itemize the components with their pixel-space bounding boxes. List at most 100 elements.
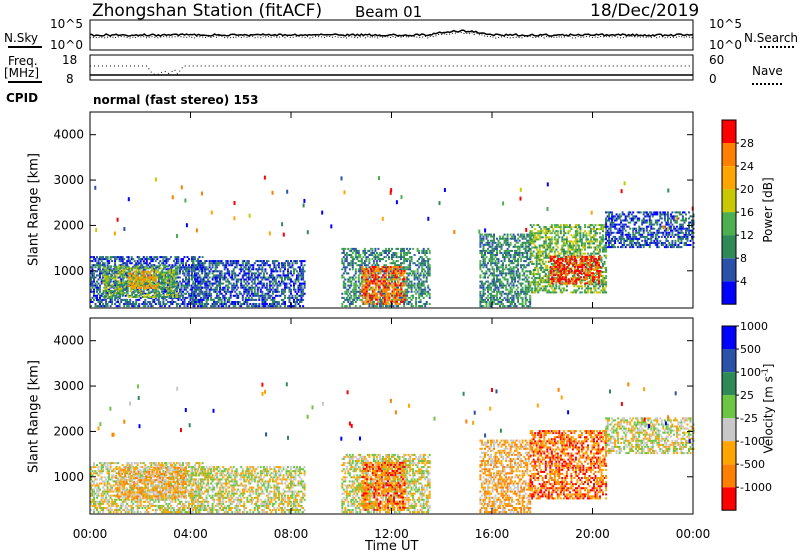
power-cell (426, 301, 428, 303)
power-cell (293, 299, 295, 301)
power-cell (289, 287, 291, 289)
power-cell (409, 272, 411, 274)
power-cell (181, 268, 183, 270)
power-cell (545, 273, 547, 275)
power-cell (533, 242, 535, 244)
power-cell (420, 272, 422, 274)
power-cell (364, 293, 366, 295)
power-cell (423, 258, 425, 260)
power-cell (204, 270, 206, 272)
power-cell (376, 299, 378, 301)
power-cell (200, 297, 202, 299)
power-cell (546, 265, 548, 267)
power-cell (504, 277, 506, 279)
power-cell (201, 283, 203, 285)
power-cell (296, 270, 298, 272)
power-cell (545, 261, 547, 263)
power-cell (181, 293, 183, 295)
power-cell (429, 295, 431, 297)
power-cell (380, 277, 382, 279)
power-cell (539, 257, 541, 259)
power-cell (192, 268, 194, 270)
power-cell (412, 297, 414, 299)
power-cell (302, 272, 304, 274)
power-cell (364, 272, 366, 274)
power-cell (486, 272, 488, 274)
power-cell (531, 253, 533, 255)
power-cell (278, 266, 280, 268)
power-cell (230, 295, 232, 297)
power-cell (525, 297, 527, 299)
power-cell (198, 295, 200, 297)
power-cell (427, 248, 429, 250)
power-cell (188, 281, 190, 283)
power-cell (116, 276, 118, 278)
power-cell (517, 262, 519, 264)
power-cell (516, 250, 518, 252)
power-cell (149, 281, 151, 283)
power-cell (257, 291, 259, 293)
power-cell (264, 268, 266, 270)
power-cell (355, 293, 357, 295)
power-cell (384, 272, 386, 274)
power-cell (426, 256, 428, 258)
power-cell (376, 282, 378, 284)
power-cell (486, 305, 488, 307)
power-cell (492, 252, 494, 254)
power-cell (481, 281, 483, 283)
power-cell (355, 254, 357, 256)
power-cell (284, 291, 286, 293)
power-cell (507, 236, 509, 238)
power-cell (367, 284, 369, 286)
power-cell (498, 244, 500, 246)
power-cell (136, 269, 138, 271)
power-cell (376, 260, 378, 262)
power-cell (164, 280, 166, 282)
power-cell (511, 281, 513, 283)
power-cell (158, 284, 160, 286)
power-cell (395, 278, 397, 280)
power-cell (429, 297, 431, 299)
power-cell (367, 286, 369, 288)
power-cell (181, 283, 183, 285)
power-cell (267, 260, 269, 262)
power-cell (149, 273, 151, 275)
power-cell (522, 268, 524, 270)
power-cell (301, 297, 303, 299)
power-cell (404, 284, 406, 286)
power-cell (418, 277, 420, 279)
power-cell (537, 269, 539, 271)
power-cell (185, 289, 187, 291)
power-cell (555, 285, 557, 287)
power-cell (522, 246, 524, 248)
power-cell (525, 295, 527, 297)
power-cell (251, 289, 253, 291)
power-cell (284, 268, 286, 270)
power-cell (243, 260, 245, 262)
power-cell (159, 301, 161, 303)
power-cell (234, 277, 236, 279)
power-cell (484, 277, 486, 279)
power-cell (356, 258, 358, 260)
power-cell (301, 287, 303, 289)
power-cell (182, 258, 184, 260)
power-cell (533, 263, 535, 265)
power-cell (479, 274, 481, 276)
power-cell (165, 303, 167, 305)
power-cell (379, 280, 381, 282)
power-cell (196, 303, 198, 305)
power-cell (373, 272, 375, 274)
noise-sky-trace (90, 30, 693, 36)
power-cell (406, 293, 408, 295)
power-cell (350, 254, 352, 256)
power-cell (513, 283, 515, 285)
power-cell (560, 224, 562, 226)
power-cell (375, 286, 377, 288)
power-cell (124, 265, 126, 267)
power-cell (426, 252, 428, 254)
power-cell (408, 291, 410, 293)
power-cell (513, 301, 515, 303)
power-cell (343, 281, 345, 283)
power-cell (429, 293, 431, 295)
power-cell (187, 256, 189, 258)
